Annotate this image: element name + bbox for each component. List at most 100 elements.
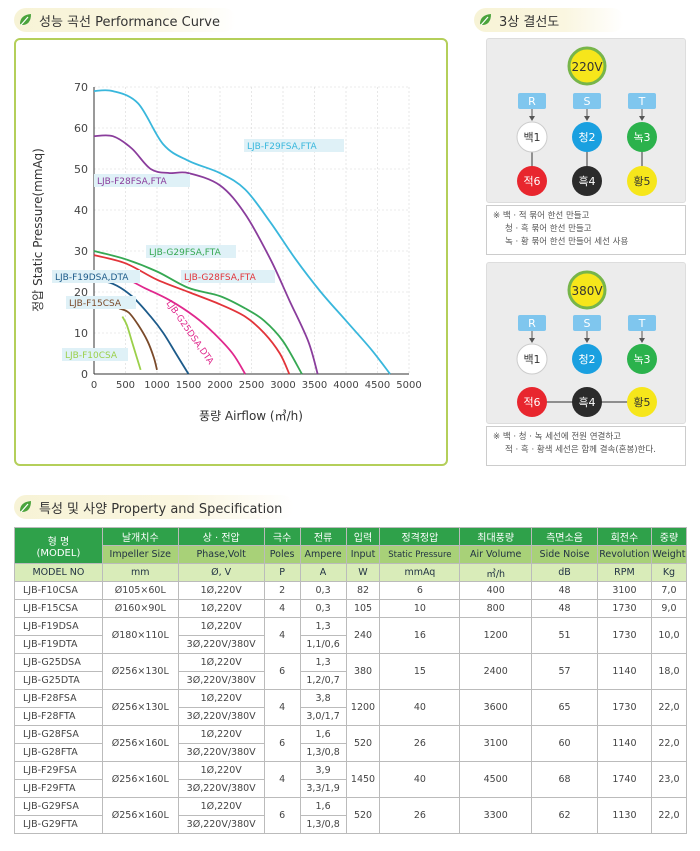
model-cell: LJB-F28FSA <box>14 689 103 708</box>
table-cell: 105 <box>345 599 381 618</box>
table-cell: 7,0 <box>650 581 688 600</box>
performance-chart: 0 10 20 30 40 50 60 70 0 500 1000 1500 2000 2500 3000 3… <box>31 81 422 423</box>
unit-cell: RPM <box>596 563 652 582</box>
series-label-bg <box>94 174 190 187</box>
wiring-380-diagram: 380V R S T 백1 적6 청2 흑4 녹3 황5 <box>516 270 657 417</box>
table-cell: 0,3 <box>299 581 347 600</box>
series-line <box>93 134 319 375</box>
model-cell: LJB-G29FTA <box>14 815 103 834</box>
table-row: LJB-G29FTA 3Ø,220V/380V 1,3/0,8 <box>14 815 687 834</box>
table-cell: 82 <box>345 581 381 600</box>
table-cell: 240 <box>345 617 381 654</box>
table-cell: 1Ø,220V <box>177 653 265 672</box>
table-cell: 22,0 <box>650 797 688 834</box>
table-cell: 400 <box>459 581 533 600</box>
series-line <box>93 250 303 375</box>
series-label-bg <box>52 270 140 283</box>
column-subheader: Static Pressure <box>379 545 461 564</box>
table-cell: Ø256×160L <box>101 797 179 834</box>
table-cell: 1,6 <box>299 725 347 744</box>
model-cell: LJB-F15CSA <box>14 599 103 618</box>
table-cell: 3,8 <box>299 689 347 708</box>
note-line: ※ 백 · 적 묶어 한선 만들고 <box>493 211 590 221</box>
table-cell: 26 <box>379 725 461 762</box>
table-row: LJB-F28FSA Ø256×130L 1Ø,220V 4 3,8 1200 40 3600… <box>14 689 688 726</box>
series-line <box>93 89 391 375</box>
leaf-icon <box>480 14 491 26</box>
table-cell: 6 <box>263 797 301 834</box>
y-tick-label: 20 <box>74 286 88 299</box>
performance-chart-panel: 0 10 20 30 40 50 60 70 0 500 1000 1500 2000 2500 3000 3… <box>14 38 448 466</box>
terminal-box <box>628 93 656 109</box>
series-label: LJB-G29FSA,FTA <box>146 245 236 258</box>
x-tick-label: 5000 <box>396 380 421 391</box>
table-cell: 800 <box>459 599 533 618</box>
wire-node-label: 흑4 <box>578 395 595 409</box>
table-cell: 4 <box>263 599 301 618</box>
series-label-bg <box>244 139 344 152</box>
series-label: LJB-F29FSA,FTA <box>244 139 344 152</box>
model-cell: LJB-F10CSA <box>14 581 103 600</box>
series-label-text: LJB-G28FSA,FTA <box>184 273 257 283</box>
y-axis-label: 정압 Static Pressure(mmAq) <box>31 148 45 312</box>
table-cell: 1,3/0,8 <box>299 743 347 762</box>
terminal-label: S <box>584 95 591 108</box>
table-cell: 10 <box>379 599 461 618</box>
table-cell: 6 <box>263 653 301 690</box>
table-cell: 26 <box>379 797 461 834</box>
x-tick-label: 2000 <box>207 380 232 391</box>
terminal-label: R <box>528 317 536 330</box>
series-label: LJB-F19DSA,DTA <box>52 270 140 283</box>
model-cell: LJB-F29FSA <box>14 761 103 780</box>
table-cell: 1Ø,220V <box>177 617 265 636</box>
series-line <box>121 316 142 371</box>
table-cell: 4 <box>263 761 301 798</box>
table-cell: 2 <box>263 581 301 600</box>
wire-node <box>627 387 657 417</box>
table-cell: 4 <box>263 617 301 654</box>
table-cell: Ø256×160L <box>101 725 179 762</box>
column-subheader: Revolution <box>596 545 652 564</box>
table-cell: 22,0 <box>650 689 688 726</box>
terminal-box <box>573 315 601 331</box>
table-unit-row: MODEL NO mm Ø, V P A W mmAq ㎥/h dB RPM K… <box>14 563 688 582</box>
table-row: LJB-F10CSA Ø105×60L 1Ø,220V 2 0,3 82 6 400 48 310… <box>14 581 688 600</box>
table-cell: 1200 <box>345 689 381 726</box>
table-cell: 1Ø,220V <box>177 599 265 618</box>
series-label-bg <box>62 348 128 361</box>
x-tick-label: 4500 <box>365 380 390 391</box>
series-line <box>93 254 291 375</box>
table-cell: 3600 <box>459 689 533 726</box>
table-cell: 1Ø,220V <box>177 689 265 708</box>
table-row: LJB-G25DSA Ø256×130L 1Ø,220V 6 1,3 380 15 2400 5… <box>14 653 688 690</box>
wiring-header: 3상 결선도 <box>474 8 624 32</box>
table-cell: 48 <box>531 599 598 618</box>
table-cell: 3,0/1,7 <box>299 707 347 726</box>
spec-table-body: LJB-F10CSA Ø105×60L 1Ø,220V 2 0,3 82 6 400 48 310… <box>14 581 688 834</box>
table-row: LJB-F29FSA Ø256×160L 1Ø,220V 4 3,9 1450 40 4500… <box>14 761 688 798</box>
table-cell: 62 <box>531 797 598 834</box>
table-cell: 16 <box>379 617 461 654</box>
model-header-sub: (MODEL) <box>36 547 81 559</box>
table-cell: 520 <box>345 797 381 834</box>
wire-node <box>627 166 657 196</box>
table-cell: 51 <box>531 617 598 654</box>
terminal-box <box>518 93 546 109</box>
table-cell: 520 <box>345 725 381 762</box>
column-header: 중량 <box>650 527 688 546</box>
table-cell: 22,0 <box>650 725 688 762</box>
table-cell: 40 <box>379 761 461 798</box>
model-cell: LJB-F19DTA <box>14 635 103 654</box>
terminal-box <box>573 93 601 109</box>
table-row: LJB-G28FSA Ø256×160L 1Ø,220V 6 1,6 520 26 3100 6… <box>14 725 688 762</box>
terminal-box <box>628 315 656 331</box>
table-cell: 4500 <box>459 761 533 798</box>
wire-node <box>627 122 657 152</box>
unit-cell: Kg <box>650 563 688 582</box>
column-header: 극수 <box>263 527 301 546</box>
table-cell: 1,3 <box>299 653 347 672</box>
table-cell: 1Ø,220V <box>177 581 265 600</box>
table-cell: 3Ø,220V/380V <box>177 635 265 654</box>
table-cell: 57 <box>531 653 598 690</box>
table-cell: 3300 <box>459 797 533 834</box>
